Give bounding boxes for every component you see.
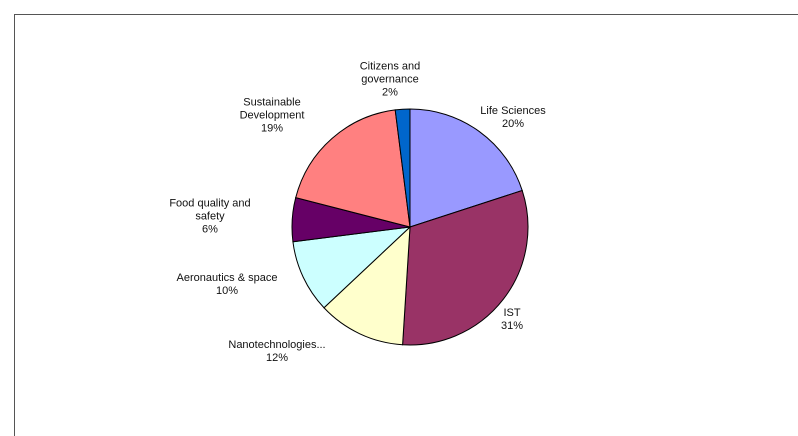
category-label: Life Sciences [480, 105, 546, 117]
value-label: 19% [260, 122, 284, 135]
pie-slice [292, 226, 412, 309]
slice-label: Food quality and safety 6% [160, 198, 260, 237]
slice-label: Sustainable Development 19% [230, 97, 315, 136]
chart-frame [14, 14, 798, 436]
slice-label: Citizens and governance 2% [350, 61, 430, 100]
slice-label: Nanotechnologies... 12% [212, 339, 342, 365]
slice-label: IST 31% [492, 307, 532, 333]
slice-label: Life Sciences 20% [468, 105, 558, 131]
category-label: IST [503, 307, 521, 319]
value-label: 2% [382, 86, 398, 99]
category-label: Nanotechnologies... [228, 339, 326, 351]
pie-slice [409, 108, 523, 228]
category-label: Aeronautics & space [176, 272, 278, 284]
pie-slice [323, 225, 411, 346]
category-label: Citizens and governance [359, 60, 421, 86]
pie-slice [295, 109, 411, 228]
pie-slice [402, 189, 529, 346]
value-label: 20% [501, 118, 525, 130]
value-label: 6% [202, 223, 218, 236]
pie-slice [394, 108, 411, 228]
value-label: 31% [500, 320, 524, 332]
slice-label: Aeronautics & space 10% [152, 272, 302, 298]
value-label: 12% [265, 352, 289, 364]
category-label: Food quality and safety [169, 197, 251, 223]
category-label: Sustainable Development [239, 96, 305, 122]
value-label: 10% [215, 285, 239, 297]
